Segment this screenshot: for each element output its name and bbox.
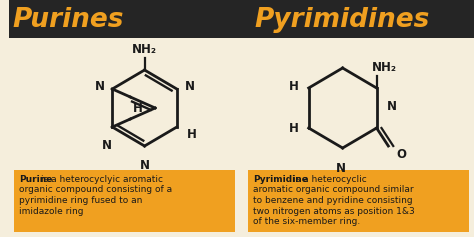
Text: Pyrimidines: Pyrimidines bbox=[255, 7, 430, 33]
Text: organic compound consisting of a: organic compound consisting of a bbox=[19, 186, 172, 195]
Text: H: H bbox=[289, 79, 299, 92]
Bar bbox=[248, 170, 469, 232]
Text: imidazole ring: imidazole ring bbox=[19, 206, 83, 215]
Text: N: N bbox=[139, 159, 150, 172]
Text: NH₂: NH₂ bbox=[132, 43, 157, 56]
Text: N: N bbox=[94, 81, 104, 94]
Text: to benzene and pyridine consisting: to benzene and pyridine consisting bbox=[254, 196, 413, 205]
Text: is a heterocyclyic aromatic: is a heterocyclyic aromatic bbox=[41, 175, 163, 184]
Text: of the six-member ring.: of the six-member ring. bbox=[254, 217, 361, 226]
Text: N: N bbox=[336, 162, 346, 175]
Text: is a heterocyclic: is a heterocyclic bbox=[292, 175, 366, 184]
Text: N: N bbox=[101, 139, 111, 152]
Bar bbox=[9, 0, 474, 38]
Text: H: H bbox=[133, 101, 142, 114]
Text: H: H bbox=[187, 128, 197, 141]
Text: H: H bbox=[289, 122, 299, 135]
Text: N: N bbox=[386, 100, 396, 113]
Text: two nitrogen atoms as position 1&3: two nitrogen atoms as position 1&3 bbox=[254, 206, 415, 215]
Text: N: N bbox=[185, 81, 195, 94]
Bar bbox=[14, 170, 235, 232]
Text: Purines: Purines bbox=[12, 7, 124, 33]
Text: Purine: Purine bbox=[19, 175, 53, 184]
Text: NH₂: NH₂ bbox=[372, 61, 397, 74]
Text: aromatic organic compound similar: aromatic organic compound similar bbox=[254, 186, 414, 195]
Text: Pyrimidine: Pyrimidine bbox=[254, 175, 308, 184]
Text: pyrimidine ring fused to an: pyrimidine ring fused to an bbox=[19, 196, 142, 205]
Text: O: O bbox=[396, 148, 406, 161]
